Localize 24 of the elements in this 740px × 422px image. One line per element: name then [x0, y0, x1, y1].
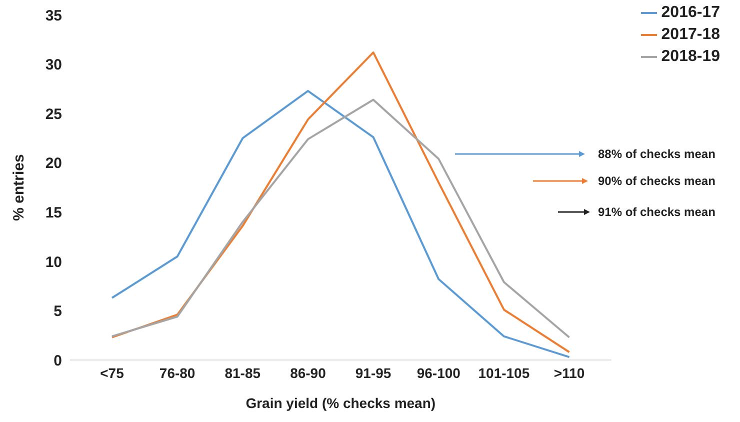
- x-tick-label: 96-100: [416, 364, 461, 381]
- x-tick-label: 86-90: [290, 364, 326, 381]
- x-tick-label: 76-80: [159, 364, 196, 381]
- y-axis-title: % entries: [10, 154, 28, 221]
- legend-label: 2016-17: [661, 4, 720, 21]
- y-tick-label: 10: [45, 254, 62, 271]
- x-tick-label: 81-85: [224, 364, 261, 381]
- y-tick-label: 0: [54, 352, 62, 370]
- annotation: 90% of checks mean: [598, 174, 716, 188]
- x-tick-label: >110: [554, 364, 585, 381]
- annotation: 88% of checks mean: [598, 147, 716, 161]
- y-tick-label: 5: [54, 303, 62, 320]
- legend-label: 2018-19: [661, 48, 720, 65]
- y-tick-label: 20: [45, 155, 62, 172]
- x-tick-label: 91-95: [355, 364, 392, 381]
- legend-label: 2017-18: [661, 26, 720, 43]
- x-tick-label: <75: [100, 364, 124, 381]
- x-axis-title: Grain yield (% checks mean): [246, 395, 436, 411]
- y-tick-label: 15: [45, 204, 62, 222]
- x-tick-label: 101-105: [478, 364, 530, 381]
- annotation: 91% of checks mean: [598, 205, 716, 219]
- y-tick-label: 25: [45, 106, 62, 123]
- y-tick-label: 30: [45, 56, 62, 74]
- y-tick-label: 35: [45, 7, 62, 24]
